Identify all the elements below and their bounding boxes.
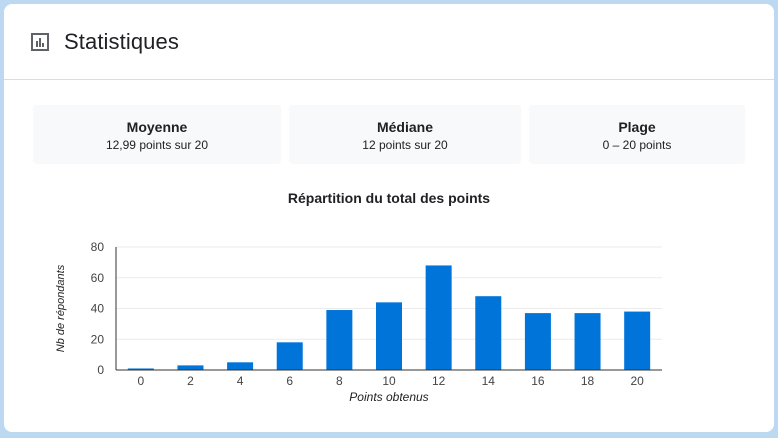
bar (574, 313, 601, 370)
x-tick-label: 6 (286, 374, 293, 388)
stat-median: Médiane 12 points sur 20 (289, 105, 521, 164)
bar (127, 368, 154, 370)
x-tick-label: 18 (581, 374, 595, 388)
bar (524, 313, 551, 370)
card-header: Statistiques (4, 4, 774, 80)
bar (475, 296, 502, 370)
stat-median-label: Médiane (376, 119, 433, 135)
bar-chart-icon (31, 33, 49, 51)
stat-mean-label: Moyenne (126, 119, 188, 135)
y-tick-label: 20 (91, 332, 105, 346)
x-tick-label: 14 (482, 374, 496, 388)
x-axis-title: Points obtenus (349, 390, 428, 404)
stat-median-value: 12 points sur 20 (362, 138, 448, 152)
stat-range-label: Plage (618, 119, 656, 135)
x-tick-label: 8 (336, 374, 343, 388)
bar (425, 265, 452, 370)
chart-title: Répartition du total des points (287, 190, 491, 206)
bar (227, 362, 254, 370)
y-tick-label: 0 (97, 363, 104, 377)
bar (376, 302, 402, 370)
bar (624, 311, 651, 370)
y-tick-label: 60 (91, 271, 105, 285)
x-tick-label: 20 (631, 374, 645, 388)
stat-range: Plage 0 – 20 points (529, 105, 745, 164)
x-tick-label: 16 (531, 374, 545, 388)
stat-range-value: 0 – 20 points (602, 138, 672, 152)
bar (326, 310, 353, 370)
y-tick-label: 80 (91, 240, 105, 254)
x-tick-label: 10 (382, 374, 396, 388)
stat-mean-value: 12,99 points sur 20 (105, 138, 209, 152)
stat-mean: Moyenne 12,99 points sur 20 (33, 105, 281, 164)
y-axis-title: Nb de répondants (55, 264, 67, 352)
x-tick-label: 12 (432, 374, 446, 388)
x-tick-label: 2 (187, 374, 194, 388)
y-tick-label: 40 (91, 302, 105, 316)
x-tick-label: 0 (137, 374, 144, 388)
score-distribution-chart: 0 20 40 60 80 0 2 4 6 8 10 12 14 16 18 20 Points obtenus… (55, 240, 662, 404)
x-tick-label: 4 (237, 374, 244, 388)
bar (177, 365, 204, 370)
statistics-card: Statistiques Moyenne 12,99 points sur 20… (4, 4, 774, 432)
page-title: Statistiques (64, 29, 179, 54)
bar (276, 342, 303, 370)
